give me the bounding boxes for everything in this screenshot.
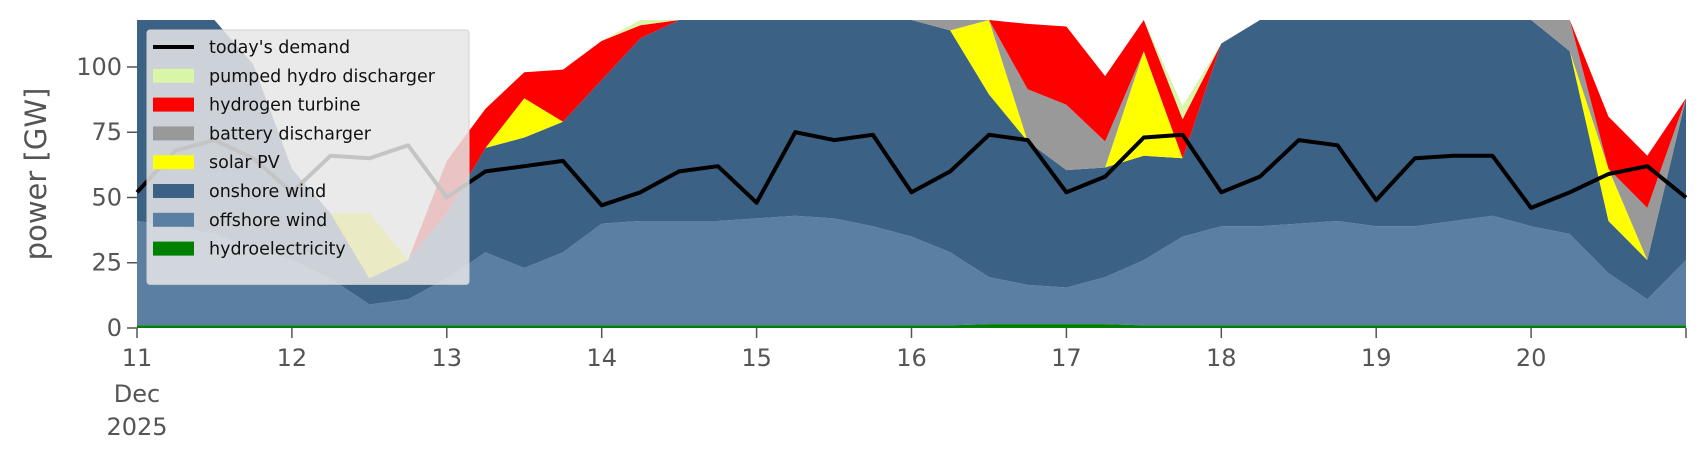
- x-tick-sublabel: Dec: [114, 380, 160, 408]
- legend-label: hydroelectricity: [209, 240, 346, 260]
- legend-frame: [146, 29, 470, 285]
- x-tick-label: 18: [1206, 344, 1237, 372]
- x-tick-sublabel: 2025: [106, 413, 167, 441]
- legend-label: hydrogen turbine: [209, 96, 361, 116]
- x-tick-label: 14: [586, 344, 617, 372]
- legend: today's demand pumped hydro discharger hyd…: [146, 29, 470, 285]
- legend-item-hydrogen-turbine: hydrogen turbine: [153, 96, 361, 116]
- legend-label: offshore wind: [209, 211, 327, 231]
- legend-swatch: [153, 97, 194, 112]
- y-tick-label: 0: [107, 314, 122, 342]
- x-tick-label: 12: [277, 344, 308, 372]
- legend-swatch: [153, 212, 194, 227]
- legend-item-offshore-wind: offshore wind: [153, 211, 327, 231]
- legend-item-today-s-demand: today's demand: [153, 38, 350, 58]
- legend-swatch: [153, 126, 194, 141]
- x-tick-label: 17: [1051, 344, 1082, 372]
- legend-item-hydroelectricity: hydroelectricity: [153, 240, 346, 260]
- legend-label: battery discharger: [209, 124, 372, 144]
- x-tick-label: 13: [432, 344, 463, 372]
- area-hydrogen-turbine: [137, 20, 1686, 261]
- y-axis-label: power [GW]: [19, 88, 53, 261]
- y-tick-label: 75: [91, 118, 122, 146]
- axes: 0 25 50 75 100 11 Dec 2025 12 13 14 15 16 17 18 19 20 p…: [19, 53, 1687, 441]
- area-offshore-wind: [137, 215, 1686, 326]
- legend-swatch: [153, 241, 194, 256]
- y-axis-ticks: 0 25 50 75 100: [76, 53, 137, 342]
- legend-swatch: [153, 184, 194, 198]
- legend-item-battery-discharger: battery discharger: [153, 124, 372, 144]
- y-tick-label: 25: [91, 249, 122, 277]
- legend-item-solar-pv: solar PV: [153, 153, 280, 173]
- x-axis-ticks: 11 Dec 2025 12 13 14 15 16 17 18 19 20: [106, 328, 1687, 441]
- legend-label: today's demand: [209, 38, 350, 58]
- legend-swatch: [153, 155, 194, 170]
- area-onshore-wind: [137, 20, 1686, 305]
- x-tick-label: 11: [122, 344, 153, 372]
- legend-item-pumped-hydro-discharger: pumped hydro discharger: [153, 67, 436, 87]
- legend-swatch: [153, 68, 194, 83]
- legend-label: onshore wind: [209, 182, 326, 202]
- y-tick-label: 50: [91, 183, 122, 211]
- x-tick-label: 19: [1361, 344, 1392, 372]
- area-hydroelectricity: [137, 324, 1686, 328]
- legend-label: solar PV: [209, 153, 280, 173]
- stacked-areas: [137, 20, 1686, 328]
- legend-label: pumped hydro discharger: [209, 67, 436, 87]
- x-tick-label: 15: [741, 344, 772, 372]
- x-tick-label: 16: [896, 344, 927, 372]
- y-tick-label: 100: [76, 53, 122, 81]
- legend-item-onshore-wind: onshore wind: [153, 182, 326, 202]
- x-tick-label: 20: [1516, 344, 1547, 372]
